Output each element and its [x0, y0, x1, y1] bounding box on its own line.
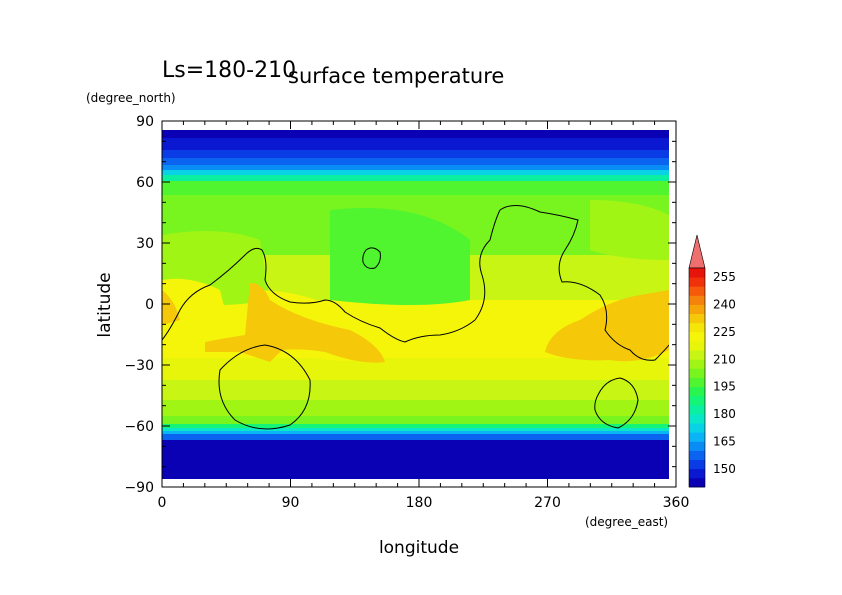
band-south-green: [162, 400, 669, 416]
band-south-deep-green: [162, 416, 669, 424]
colorbar-box: [689, 286, 705, 296]
colorbar-box: [689, 423, 705, 433]
band-north-green: [162, 181, 669, 195]
colorbar-label: 195: [713, 380, 736, 394]
y-tick-label: 60: [136, 175, 154, 191]
x-axis-label: longitude: [379, 538, 459, 558]
colorbar-box: [689, 477, 705, 488]
colorbar-box: [689, 459, 705, 470]
band-north-blue: [162, 150, 669, 158]
colorbar-frame: [688, 267, 706, 488]
y-tick-labels: 90 60 30 0 −30 −60 −90: [124, 114, 154, 496]
contour-main: [162, 205, 669, 361]
temperature-field: [162, 130, 669, 479]
region-warm-edge: [162, 290, 180, 325]
chart-title: surface temperature: [288, 64, 504, 88]
colorbar-extend-arrow: [688, 234, 706, 269]
band-south-lime: [162, 380, 669, 400]
colorbar-label: 165: [713, 434, 736, 448]
band-south-blue: [162, 434, 669, 440]
colorbar: 150 165 180 195 210 225 240 255: [688, 234, 736, 488]
contour-argyre-basin: [594, 377, 639, 429]
band-south-deep-blue: [162, 440, 669, 479]
colorbar-box: [689, 404, 705, 415]
x-tick-labels: 0 90 180 270 360: [158, 495, 690, 511]
colorbar-label: 180: [713, 407, 736, 421]
x-tick-label: 360: [663, 495, 690, 511]
colorbar-boxes: [688, 267, 706, 488]
colorbar-box: [689, 441, 705, 451]
band-north-cyan: [162, 170, 669, 175]
colorbar-box: [689, 295, 705, 305]
colorbar-box: [689, 350, 705, 360]
y-tick-label: −30: [124, 358, 154, 374]
colorbar-box: [689, 386, 705, 397]
colorbar-label: 255: [713, 270, 736, 284]
colorbar-labels: 150 165 180 195 210 225 240 255: [713, 270, 736, 476]
y-tick-label: 30: [136, 236, 154, 252]
colorbar-label: 210: [713, 352, 736, 366]
colorbar-box: [689, 450, 705, 461]
y-tick-label: 0: [145, 297, 154, 313]
region-central-green: [330, 208, 470, 305]
contour-hellas-basin: [218, 344, 311, 430]
colorbar-box: [689, 359, 705, 369]
colorbar-box: [689, 313, 705, 324]
colorbar-label: 240: [713, 298, 736, 312]
colorbar-box: [689, 304, 705, 315]
chart-subtitle: Ls=180-210: [162, 58, 296, 83]
colorbar-box: [689, 368, 705, 378]
y-tick-label: −90: [124, 480, 154, 496]
x-tick-label: 180: [406, 495, 433, 511]
axis-ticks: [161, 120, 677, 488]
colorbar-box: [689, 414, 705, 424]
x-tick-label: 90: [282, 495, 300, 511]
band-north-light-blue: [162, 165, 669, 170]
y-unit-label: (degree_north): [86, 91, 176, 105]
band-north-deep-blue: [162, 138, 669, 150]
x-tick-label: 0: [158, 495, 167, 511]
colorbar-box: [689, 322, 705, 333]
topography-contours: [162, 205, 669, 430]
band-south-teal: [162, 424, 669, 428]
band-south-light-blue: [162, 431, 669, 434]
x-unit-label: (degree_east): [585, 515, 668, 529]
colorbar-box: [689, 395, 705, 406]
colorbar-box: [689, 341, 705, 351]
band-south-yellowgreen: [162, 358, 669, 380]
y-tick-label: −60: [124, 419, 154, 435]
colorbar-label: 150: [713, 462, 736, 476]
band-north-mid-blue: [162, 158, 669, 165]
colorbar-label: 225: [713, 325, 736, 339]
contour-small-crater: [362, 247, 381, 269]
colorbar-box: [689, 277, 705, 287]
region-warm-west: [205, 282, 385, 363]
y-tick-label: 90: [136, 114, 154, 130]
colorbar-box: [689, 331, 705, 342]
colorbar-box: [689, 377, 705, 388]
colorbar-box: [689, 268, 705, 278]
y-axis-label: latitude: [95, 272, 115, 337]
region-warm-east: [545, 290, 669, 362]
band-south-cyan: [162, 428, 669, 431]
colorbar-box: [689, 432, 705, 442]
band-north-teal: [162, 175, 669, 181]
colorbar-box: [689, 468, 705, 479]
region-east-green: [590, 200, 669, 260]
x-tick-label: 270: [534, 495, 561, 511]
